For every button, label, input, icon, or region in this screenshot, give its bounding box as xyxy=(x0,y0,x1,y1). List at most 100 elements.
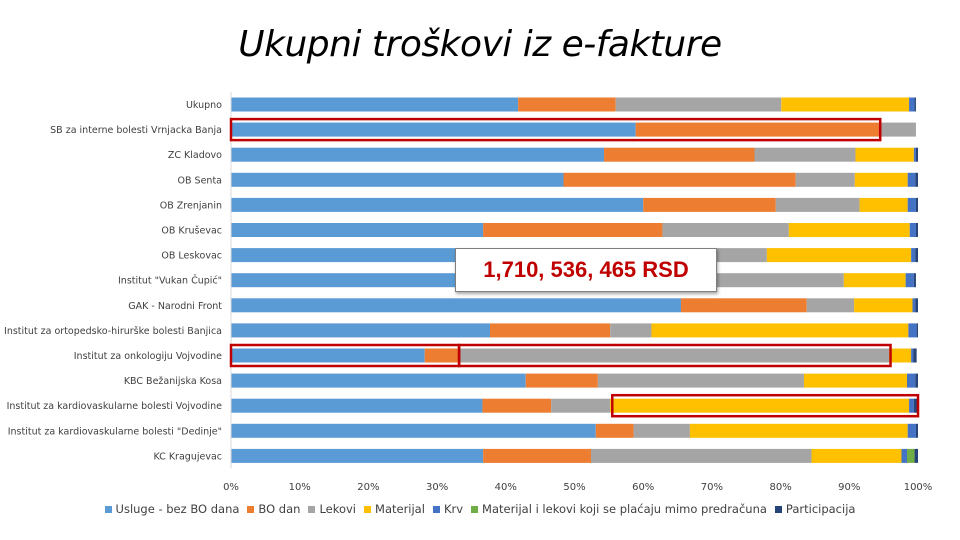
bar-segment xyxy=(912,298,916,313)
bar-segment xyxy=(231,348,425,363)
legend-swatch xyxy=(104,505,112,513)
bar-segment xyxy=(909,223,916,237)
bar-segment xyxy=(689,423,908,438)
category-label: OB Senta xyxy=(178,175,222,186)
bar-segment xyxy=(766,248,912,263)
bar-segment xyxy=(482,398,552,413)
legend-label: Materijal i lekovi koji se plaćaju mimo … xyxy=(482,502,767,516)
bar-segment xyxy=(615,97,782,112)
category-label: Institut "Vukan Čupić" xyxy=(118,275,222,287)
x-tick-label: 60% xyxy=(632,482,654,493)
bar-segment xyxy=(680,298,807,313)
total-cost-callout: 1,710, 536, 465 RSD xyxy=(455,248,717,292)
bar-segment xyxy=(483,448,591,463)
bar-segment xyxy=(231,398,483,413)
bar-segment xyxy=(231,373,526,388)
bar-segment xyxy=(913,398,918,413)
bar-segment xyxy=(610,323,652,338)
bar-segment xyxy=(909,398,914,413)
bar-segment xyxy=(901,448,908,463)
bar-segment xyxy=(889,348,912,363)
bar-segment xyxy=(604,147,755,162)
highlight-box xyxy=(229,117,882,142)
x-tick-label: 90% xyxy=(838,482,860,493)
bar-segment xyxy=(651,323,909,338)
legend-swatch xyxy=(432,505,440,513)
x-tick-label: 0% xyxy=(223,482,239,493)
bar-segment xyxy=(610,398,910,413)
chart-title: Ukupni troškovi iz e-fakture xyxy=(238,24,722,65)
bar-segment xyxy=(907,172,916,187)
bar-segment xyxy=(907,448,915,463)
bar-segment xyxy=(595,423,634,438)
category-label: Institut za kardiovaskularne bolesti "De… xyxy=(8,426,222,437)
bar-segment xyxy=(635,122,881,137)
bar-segment xyxy=(231,147,605,162)
category-label: OB Leskovac xyxy=(161,251,222,262)
x-tick-label: 70% xyxy=(701,482,723,493)
category-label: Institut za kardiovaskularne bolesti Voj… xyxy=(7,401,223,412)
bar-segment xyxy=(913,273,916,288)
bar-segment xyxy=(855,147,914,162)
legend-item: Lekovi xyxy=(308,502,356,516)
bar-segment xyxy=(843,273,906,288)
bar-segment xyxy=(754,147,856,162)
highlight-box xyxy=(457,343,892,368)
legend-item: Participacija xyxy=(774,502,855,516)
bar-segment xyxy=(914,448,918,463)
legend-label: Krv xyxy=(443,502,464,516)
bar-segment xyxy=(854,298,913,313)
bar-segment xyxy=(913,147,916,162)
bar-segment xyxy=(915,248,918,263)
bar-segment xyxy=(806,298,855,313)
bar-segment xyxy=(231,323,490,338)
legend-label: Usluge - bez BO dana xyxy=(115,502,240,516)
bar-segment xyxy=(907,197,916,212)
bar-segment xyxy=(551,398,611,413)
bar-segment xyxy=(231,197,644,212)
legend-label: BO dan xyxy=(258,502,301,516)
legend-item: Krv xyxy=(432,502,464,516)
bar-segment xyxy=(905,273,914,288)
x-tick-label: 50% xyxy=(563,482,585,493)
category-label: Institut za ortopedsko-hirurške bolesti … xyxy=(4,326,222,337)
bar-segment xyxy=(913,348,917,363)
bar-segment xyxy=(231,172,564,187)
bar-segment xyxy=(525,373,598,388)
bar-segment xyxy=(854,172,908,187)
chart-legend: Usluge - bez BO dana BO dan Lekovi Materija… xyxy=(0,502,960,516)
bar-segment xyxy=(231,273,469,288)
bar-segment xyxy=(859,197,908,212)
bar-segment xyxy=(915,373,918,388)
legend-item: Materijal i lekovi koji se plaćaju mimo … xyxy=(471,502,767,516)
bar-segment xyxy=(914,97,916,112)
bar-segment xyxy=(907,423,916,438)
bar-segment xyxy=(916,323,918,338)
x-tick-label: 100% xyxy=(904,482,933,493)
bar-segment xyxy=(643,197,776,212)
bar-segment xyxy=(231,423,596,438)
legend-item: Usluge - bez BO dana xyxy=(104,502,240,516)
legend-swatch xyxy=(774,505,782,513)
bar-segment xyxy=(915,172,918,187)
bar-segment xyxy=(911,348,914,363)
bar-segment xyxy=(775,197,860,212)
bar-segment xyxy=(909,97,915,112)
bar-segment xyxy=(915,298,918,313)
category-label: Ukupno xyxy=(186,100,222,111)
bar-segment xyxy=(662,223,789,237)
bar-segment xyxy=(915,423,918,438)
legend-item: Materijal xyxy=(364,502,425,516)
category-label: Institut za onkologiju Vojvodine xyxy=(74,351,222,362)
bar-segment xyxy=(231,248,472,263)
legend-swatch xyxy=(247,505,255,513)
bar-segment xyxy=(483,223,663,237)
category-label: OB Kruševac xyxy=(161,226,222,237)
bar-segment xyxy=(781,97,910,112)
bar-segment xyxy=(563,172,796,187)
bar-segment xyxy=(459,348,890,363)
legend-swatch xyxy=(471,505,479,513)
bar-segment xyxy=(597,373,804,388)
bar-segment xyxy=(231,97,519,112)
